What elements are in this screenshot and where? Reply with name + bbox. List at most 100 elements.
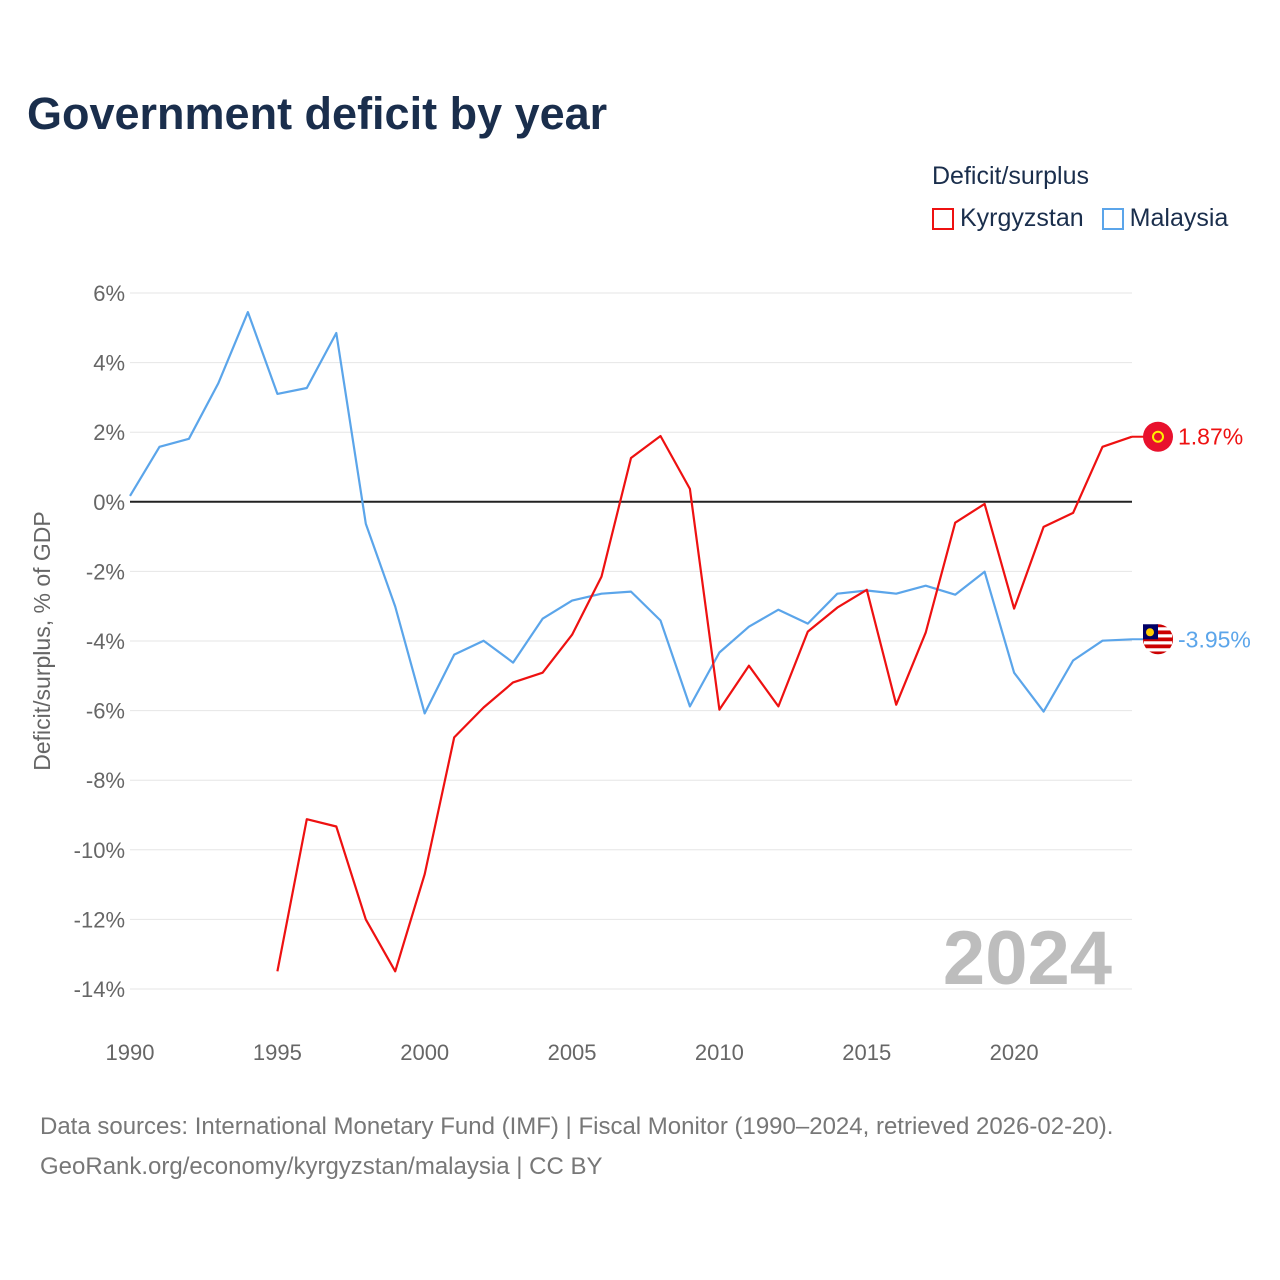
data-point-kyrgyzstan[interactable]	[864, 587, 870, 593]
data-point-kyrgyzstan[interactable]	[893, 702, 899, 708]
data-point-malaysia[interactable]	[805, 621, 811, 627]
data-point-malaysia[interactable]	[893, 591, 899, 597]
y-tick-label: -6%	[86, 699, 125, 724]
end-value-label-malaysia: -3.95%	[1178, 626, 1251, 652]
data-point-malaysia[interactable]	[392, 604, 398, 610]
data-point-malaysia[interactable]	[422, 710, 428, 716]
data-point-malaysia[interactable]	[1041, 709, 1047, 715]
data-point-malaysia[interactable]	[333, 330, 339, 336]
data-point-malaysia[interactable]	[186, 436, 192, 442]
data-point-malaysia[interactable]	[628, 589, 634, 595]
data-point-malaysia[interactable]	[569, 598, 575, 604]
data-point-malaysia[interactable]	[127, 493, 133, 499]
y-tick-label: -8%	[86, 768, 125, 793]
y-tick-label: -14%	[74, 977, 125, 1002]
data-point-kyrgyzstan[interactable]	[569, 632, 575, 638]
data-point-kyrgyzstan[interactable]	[716, 707, 722, 713]
data-point-kyrgyzstan[interactable]	[363, 916, 369, 922]
end-value-label-kyrgyzstan: 1.87%	[1178, 424, 1243, 450]
data-point-kyrgyzstan[interactable]	[923, 630, 929, 636]
y-tick-label: 2%	[93, 420, 125, 445]
x-tick-label: 2005	[548, 1040, 597, 1065]
data-point-malaysia[interactable]	[1011, 670, 1017, 676]
source-note: Data sources: International Monetary Fun…	[40, 1107, 1113, 1187]
data-point-kyrgyzstan[interactable]	[952, 520, 958, 526]
data-point-kyrgyzstan[interactable]	[304, 816, 310, 822]
legend-item-malaysia[interactable]: Malaysia	[1101, 204, 1229, 233]
x-tick-label: 2020	[990, 1040, 1039, 1065]
data-point-kyrgyzstan[interactable]	[834, 605, 840, 611]
data-point-kyrgyzstan[interactable]	[982, 501, 988, 507]
data-point-malaysia[interactable]	[540, 616, 546, 622]
data-point-malaysia[interactable]	[363, 521, 369, 527]
data-point-malaysia[interactable]	[923, 583, 929, 589]
series-line-kyrgyzstan	[276, 434, 1133, 973]
data-point-kyrgyzstan[interactable]	[451, 734, 457, 740]
flag-sun	[1152, 430, 1164, 443]
data-point-malaysia[interactable]	[245, 309, 251, 315]
y-tick-label: -12%	[74, 907, 125, 932]
legend-title: Deficit/surplus	[932, 162, 1089, 190]
data-point-malaysia[interactable]	[687, 703, 693, 709]
legend-swatch-malaysia	[1101, 207, 1124, 230]
data-point-kyrgyzstan[interactable]	[274, 968, 280, 974]
data-point-malaysia[interactable]	[952, 592, 958, 598]
legend: Kyrgyzstan Malaysia	[932, 204, 1228, 233]
flag-crescent	[1146, 628, 1154, 637]
data-point-kyrgyzstan[interactable]	[540, 670, 546, 676]
data-point-malaysia[interactable]	[746, 624, 752, 630]
x-tick-label: 2015	[842, 1040, 891, 1065]
series-line-malaysia	[129, 311, 1133, 715]
data-point-malaysia[interactable]	[716, 649, 722, 655]
data-point-malaysia[interactable]	[1070, 657, 1076, 663]
flag-kyrgyzstan-icon	[1143, 421, 1173, 452]
data-point-kyrgyzstan[interactable]	[657, 433, 663, 439]
data-point-malaysia[interactable]	[982, 569, 988, 575]
legend-label-malaysia: Malaysia	[1129, 204, 1229, 232]
legend-label-kyrgyzstan: Kyrgyzstan	[960, 204, 1084, 232]
data-point-kyrgyzstan[interactable]	[805, 629, 811, 635]
x-tick-label: 2000	[400, 1040, 449, 1065]
flag-stripe	[1144, 648, 1172, 652]
data-point-kyrgyzstan[interactable]	[1041, 524, 1047, 530]
source-line-2: GeoRank.org/economy/kyrgyzstan/malaysia …	[40, 1153, 603, 1180]
source-line-1: Data sources: International Monetary Fun…	[40, 1113, 1114, 1140]
chart-title: Government deficit by year	[27, 88, 608, 139]
data-point-kyrgyzstan[interactable]	[422, 871, 428, 877]
data-point-malaysia[interactable]	[481, 638, 487, 644]
data-point-malaysia[interactable]	[834, 591, 840, 597]
data-point-kyrgyzstan[interactable]	[1100, 444, 1106, 450]
data-point-malaysia[interactable]	[599, 591, 605, 597]
data-point-kyrgyzstan[interactable]	[333, 823, 339, 829]
data-point-malaysia[interactable]	[304, 385, 310, 391]
legend-item-kyrgyzstan[interactable]: Kyrgyzstan	[932, 204, 1084, 233]
data-point-malaysia[interactable]	[156, 444, 162, 450]
legend-swatch-kyrgyzstan	[932, 207, 954, 230]
y-tick-label: -4%	[86, 629, 125, 654]
data-point-kyrgyzstan[interactable]	[1070, 510, 1076, 516]
data-point-malaysia[interactable]	[657, 617, 663, 623]
data-point-kyrgyzstan[interactable]	[775, 703, 781, 709]
data-point-malaysia[interactable]	[510, 660, 516, 666]
data-point-kyrgyzstan[interactable]	[687, 486, 693, 492]
y-axis-label: Deficit/surplus, % of GDP	[29, 511, 55, 770]
data-point-kyrgyzstan[interactable]	[481, 704, 487, 710]
y-tick-label: 0%	[93, 490, 125, 515]
data-point-malaysia[interactable]	[775, 607, 781, 613]
data-point-kyrgyzstan[interactable]	[628, 455, 634, 461]
data-point-kyrgyzstan[interactable]	[510, 679, 516, 685]
data-point-malaysia[interactable]	[274, 391, 280, 397]
data-point-malaysia[interactable]	[451, 652, 457, 658]
x-tick-label: 1990	[106, 1040, 155, 1065]
y-tick-label: -10%	[74, 838, 125, 863]
data-point-malaysia[interactable]	[215, 380, 221, 386]
y-tick-label: 4%	[93, 351, 125, 376]
data-point-kyrgyzstan[interactable]	[746, 663, 752, 669]
data-point-kyrgyzstan[interactable]	[599, 574, 605, 580]
data-point-malaysia[interactable]	[1100, 638, 1106, 644]
y-tick-label: -2%	[86, 559, 125, 584]
year-watermark: 2024	[943, 916, 1112, 1001]
data-point-kyrgyzstan[interactable]	[1011, 606, 1017, 612]
data-point-kyrgyzstan[interactable]	[392, 968, 398, 974]
